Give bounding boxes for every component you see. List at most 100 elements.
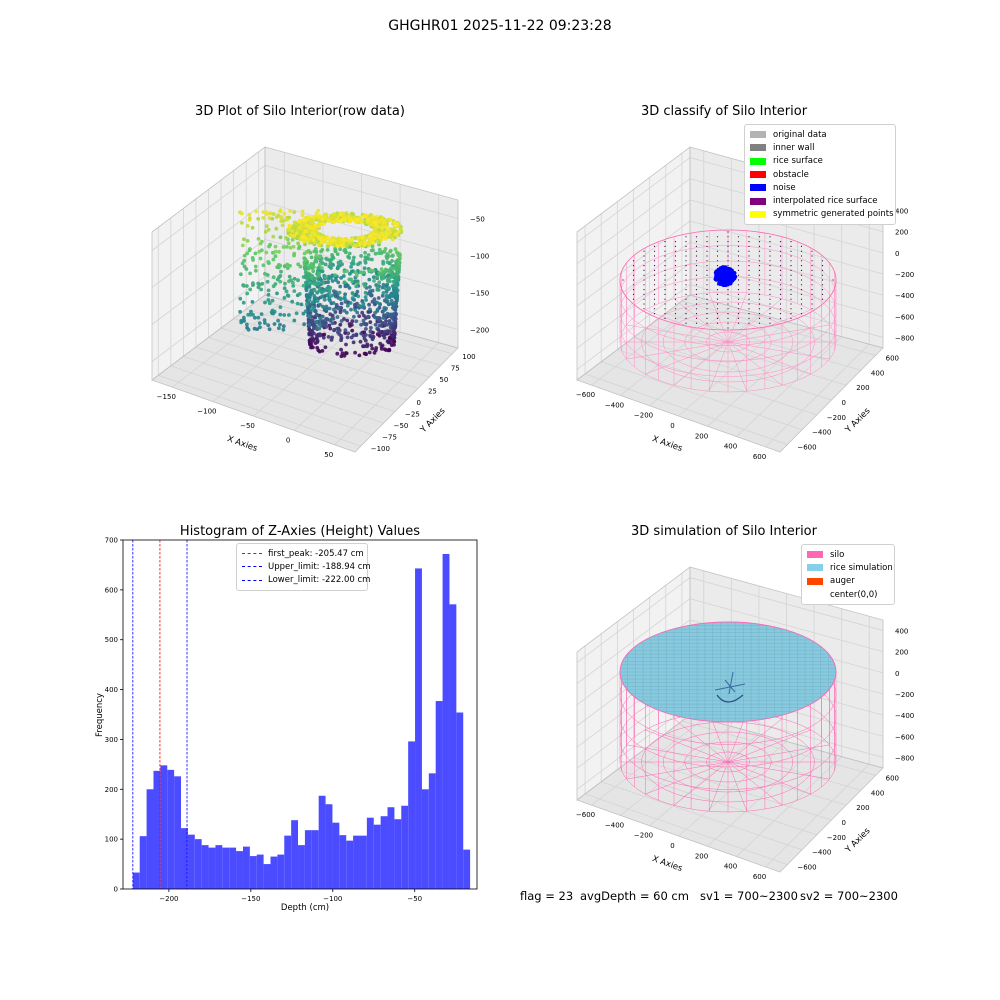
legend-line-sample (242, 566, 262, 568)
y-tick-label: 0 (842, 399, 846, 407)
histogram-bar (359, 835, 367, 889)
histogram-bars (132, 553, 471, 889)
histogram-bar (311, 830, 319, 889)
z-tick-label: −200 (895, 271, 914, 279)
histogram-x-axis-label: Depth (cm) (281, 903, 329, 913)
y-tick-label: 600 (886, 774, 899, 782)
y-tick-label: −25 (405, 411, 420, 419)
legend-entry: center(0,0) (807, 588, 889, 601)
auger-shaft (714, 671, 746, 695)
simulation-legend: silo rice simulation auger center(0,0) (801, 544, 895, 606)
x-tick-label: 400 (724, 443, 737, 451)
legend-label: inner wall (773, 142, 815, 153)
sv2-readout: sv2 = 700~2300 (800, 889, 898, 903)
legend-entry: rice surface (750, 155, 890, 168)
sv1-readout: sv1 = 700~2300 (700, 889, 798, 903)
raw-plot-title: 3D Plot of Silo Interior(row data) (195, 104, 405, 119)
y-tick-label: 25 (428, 387, 437, 395)
legend-swatch (750, 210, 766, 218)
z-tick-label: 200 (895, 229, 908, 237)
histogram-bar (167, 769, 175, 889)
z-tick-label: 0 (895, 250, 899, 258)
legend-entry: Lower_limit: -222.00 cm (242, 574, 370, 587)
x-tick-label: 400 (724, 863, 737, 871)
legend-swatch (750, 144, 766, 152)
y-axis-label: Y Axies (843, 826, 873, 856)
flag-readout: flag = 23 (520, 889, 574, 903)
y-tick-label: 200 (856, 804, 869, 812)
histogram-bar (181, 828, 188, 889)
z-tick-label: −400 (895, 712, 914, 720)
y-axis-label: Y Axies (843, 406, 873, 436)
histogram-x-tick-label: −150 (241, 895, 260, 903)
histogram-bar (298, 845, 305, 889)
histogram-y-tick-label: 700 (105, 537, 118, 545)
legend-label: center(0,0) (830, 589, 878, 600)
legend-label: rice surface (773, 156, 823, 167)
histogram-x-tick-label: −100 (323, 895, 342, 903)
legend-label: symmetric generated points (773, 209, 894, 220)
histogram-bar (387, 807, 395, 889)
y-tick-label: 0 (842, 819, 846, 827)
legend-swatch (750, 131, 766, 139)
x-tick-label: −100 (197, 408, 216, 416)
histogram-bar (366, 817, 374, 889)
histogram-bar (463, 849, 471, 889)
histogram-y-tick-label: 500 (105, 636, 118, 644)
z-tick-label: −400 (895, 292, 914, 300)
raw-3d-axes-box (151, 146, 459, 453)
legend-label: Lower_limit: -222.00 cm (268, 575, 371, 586)
histogram-bar (449, 604, 457, 889)
y-tick-label: 400 (871, 369, 884, 377)
y-tick-label: −50 (394, 422, 409, 430)
classify-silo-wireframe (619, 229, 837, 393)
y-tick-label: 200 (856, 384, 869, 392)
x-tick-label: −50 (240, 422, 255, 430)
histogram-bar (242, 846, 250, 889)
histogram-bar (415, 568, 422, 889)
legend-label: noise (773, 182, 796, 193)
y-axis-label: Y Axies (418, 406, 448, 436)
legend-label: rice simulation (830, 562, 893, 573)
histogram-bar (284, 835, 292, 889)
legend-swatch (750, 184, 766, 192)
x-tick-label: −200 (634, 412, 653, 420)
y-tick-label: −600 (797, 444, 816, 452)
legend-swatch (750, 157, 766, 165)
classify-plot-title: 3D classify of Silo Interior (640, 104, 808, 119)
z-tick-label: −800 (895, 754, 914, 762)
legend-entry: symmetric generated points (750, 208, 894, 221)
histogram-bar (139, 836, 147, 889)
histogram-reference-lines (132, 540, 188, 889)
histogram-bar (256, 854, 264, 889)
legend-label: auger (830, 576, 855, 587)
auger-blade (716, 694, 744, 703)
histogram-y-tick-label: 0 (114, 886, 118, 894)
z-tick-label: −600 (895, 733, 914, 741)
histogram-bar (401, 805, 409, 889)
legend-line-sample (242, 553, 262, 555)
y-tick-label: −400 (812, 429, 831, 437)
histogram-bar (346, 840, 354, 889)
simulation-3d-plot: −600−400−2000200400600−600−400−200020040… (576, 566, 914, 881)
z-tick-label: −200 (895, 691, 914, 699)
x-tick-label: −150 (157, 393, 176, 401)
figure-title: GHGHR01 2025-11-22 09:23:28 (388, 18, 612, 34)
histogram-y-tick-label: 600 (105, 586, 118, 594)
histogram-bar (208, 847, 216, 889)
legend-swatch (807, 551, 823, 559)
histogram-y-tick-label: 300 (105, 736, 118, 744)
z-tick-label: −600 (895, 313, 914, 321)
y-tick-label: −200 (827, 834, 846, 842)
histogram-x-tick-label: −200 (159, 895, 178, 903)
y-tick-label: −200 (827, 414, 846, 422)
histogram-legend: first_peak: -205.47 cm Upper_limit: -188.… (236, 543, 371, 591)
histogram-bar (132, 872, 140, 889)
z-tick-label: 0 (895, 670, 899, 678)
x-tick-label: 600 (753, 873, 766, 881)
z-tick-label: 400 (895, 628, 908, 636)
histogram-bar (428, 773, 436, 889)
simulation-auger (714, 671, 746, 703)
x-axis-label: X Axies (651, 854, 684, 874)
legend-label: silo (830, 549, 845, 560)
